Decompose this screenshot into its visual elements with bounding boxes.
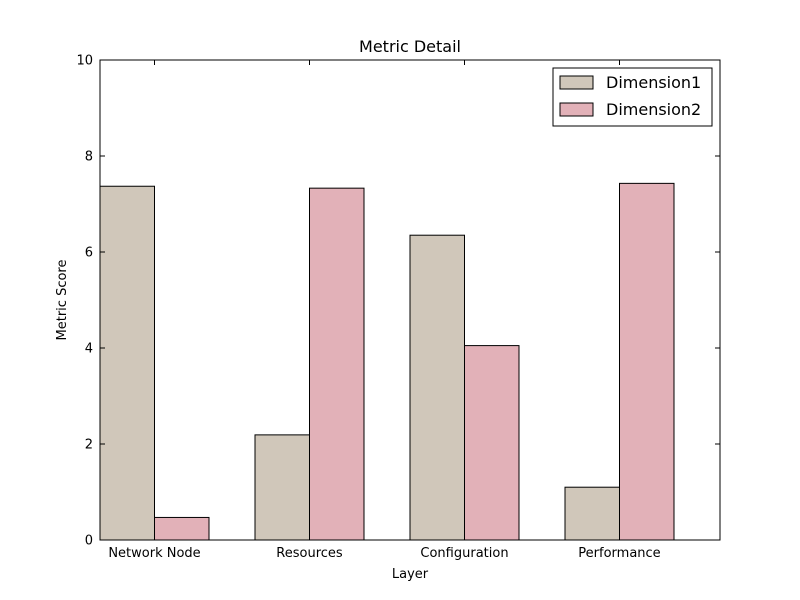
y-tick-label: 8	[85, 150, 93, 165]
y-tick-label: 2	[85, 438, 93, 453]
x-tick-label: Configuration	[420, 546, 508, 561]
axes-group: 0 2 4 6 8 10 Network Node Resources Configuratio…	[76, 54, 721, 561]
bar-dimension2-resources	[309, 187, 365, 541]
x-tick-label: Performance	[578, 546, 660, 561]
y-axis-label: Metric Score	[55, 260, 70, 341]
y-tick-label: 6	[85, 246, 93, 261]
y-tick-label: 0	[85, 534, 93, 549]
legend-label-dimension1: Dimension1	[606, 73, 701, 92]
legend-swatch-dimension1	[559, 75, 594, 90]
legend: Dimension1 Dimension2	[552, 67, 713, 127]
bars-group	[99, 182, 675, 541]
bar-dimension1-resources	[254, 434, 310, 541]
y-tick-label: 4	[85, 342, 93, 357]
plot-frame	[99, 59, 721, 541]
legend-swatch-dimension2	[559, 102, 594, 117]
x-tick-label: Network Node	[108, 546, 200, 561]
bar-dimension1-configuration	[409, 234, 465, 541]
bar-dimension2-performance	[619, 182, 675, 541]
bar-dimension1-performance	[564, 486, 620, 541]
y-tick-label: 10	[76, 54, 93, 69]
chart-title: Metric Detail	[359, 37, 461, 56]
bar-dimension2-configuration	[464, 345, 520, 541]
x-axis-label: Layer	[392, 567, 429, 582]
bar-dimension2-network-node	[154, 516, 210, 541]
x-tick-label: Resources	[276, 546, 343, 561]
bar-dimension1-network-node	[99, 185, 155, 541]
legend-label-dimension2: Dimension2	[606, 100, 701, 119]
